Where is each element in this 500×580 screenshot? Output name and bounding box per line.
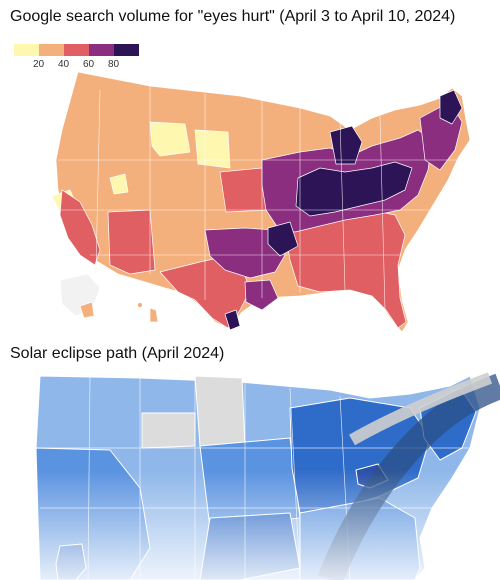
region-wyoming-lowest — [194, 129, 231, 169]
legend-color-bar — [14, 44, 139, 56]
region-louisiana-high — [244, 279, 279, 311]
state-boundaries — [58, 86, 470, 311]
eclipse-path-outer-band — [349, 372, 493, 446]
region-arizona-mid — [107, 209, 156, 275]
region-kansas-mid — [219, 167, 269, 213]
region-montana-lowest — [149, 121, 191, 157]
alaska-region-low — [79, 301, 95, 319]
region-arkansas-highest — [267, 221, 299, 257]
eclipse-path-map — [35, 372, 500, 580]
region-ohio-valley-highest — [295, 161, 413, 217]
region-south-central-dark — [199, 512, 301, 580]
region-dakotas-gray — [194, 375, 246, 447]
legend-tick-60: 60 — [83, 59, 95, 70]
search-volume-map — [51, 71, 471, 333]
legend-tick-40: 40 — [58, 59, 70, 70]
alaska-shape — [59, 273, 101, 317]
legend-swatch-3 — [64, 44, 89, 56]
region-oklahoma-high — [204, 227, 286, 279]
map1-title: Google search volume for "eyes hurt" (Ap… — [10, 8, 456, 25]
hawaii-region-low — [149, 307, 159, 323]
legend-ticks: 20 40 60 80 — [14, 59, 139, 73]
hawaii-island-small — [137, 302, 143, 308]
legend-swatch-4 — [89, 44, 114, 56]
map1-legend: 20 40 60 80 — [14, 44, 139, 73]
map2-title: Solar eclipse path (April 2024) — [10, 345, 225, 362]
region-south-texas-highest — [224, 309, 241, 331]
legend-swatch-5 — [114, 44, 139, 56]
region-nevada-lowest — [109, 173, 129, 195]
legend-tick-20: 20 — [33, 59, 45, 70]
region-michigan-highest — [329, 125, 363, 165]
region-wyoming-gray — [141, 412, 196, 449]
legend-swatch-1 — [14, 44, 39, 56]
legend-tick-80: 80 — [108, 59, 120, 70]
region-california-mid — [59, 189, 101, 266]
legend-swatch-2 — [39, 44, 64, 56]
region-maine-highest — [439, 89, 463, 125]
